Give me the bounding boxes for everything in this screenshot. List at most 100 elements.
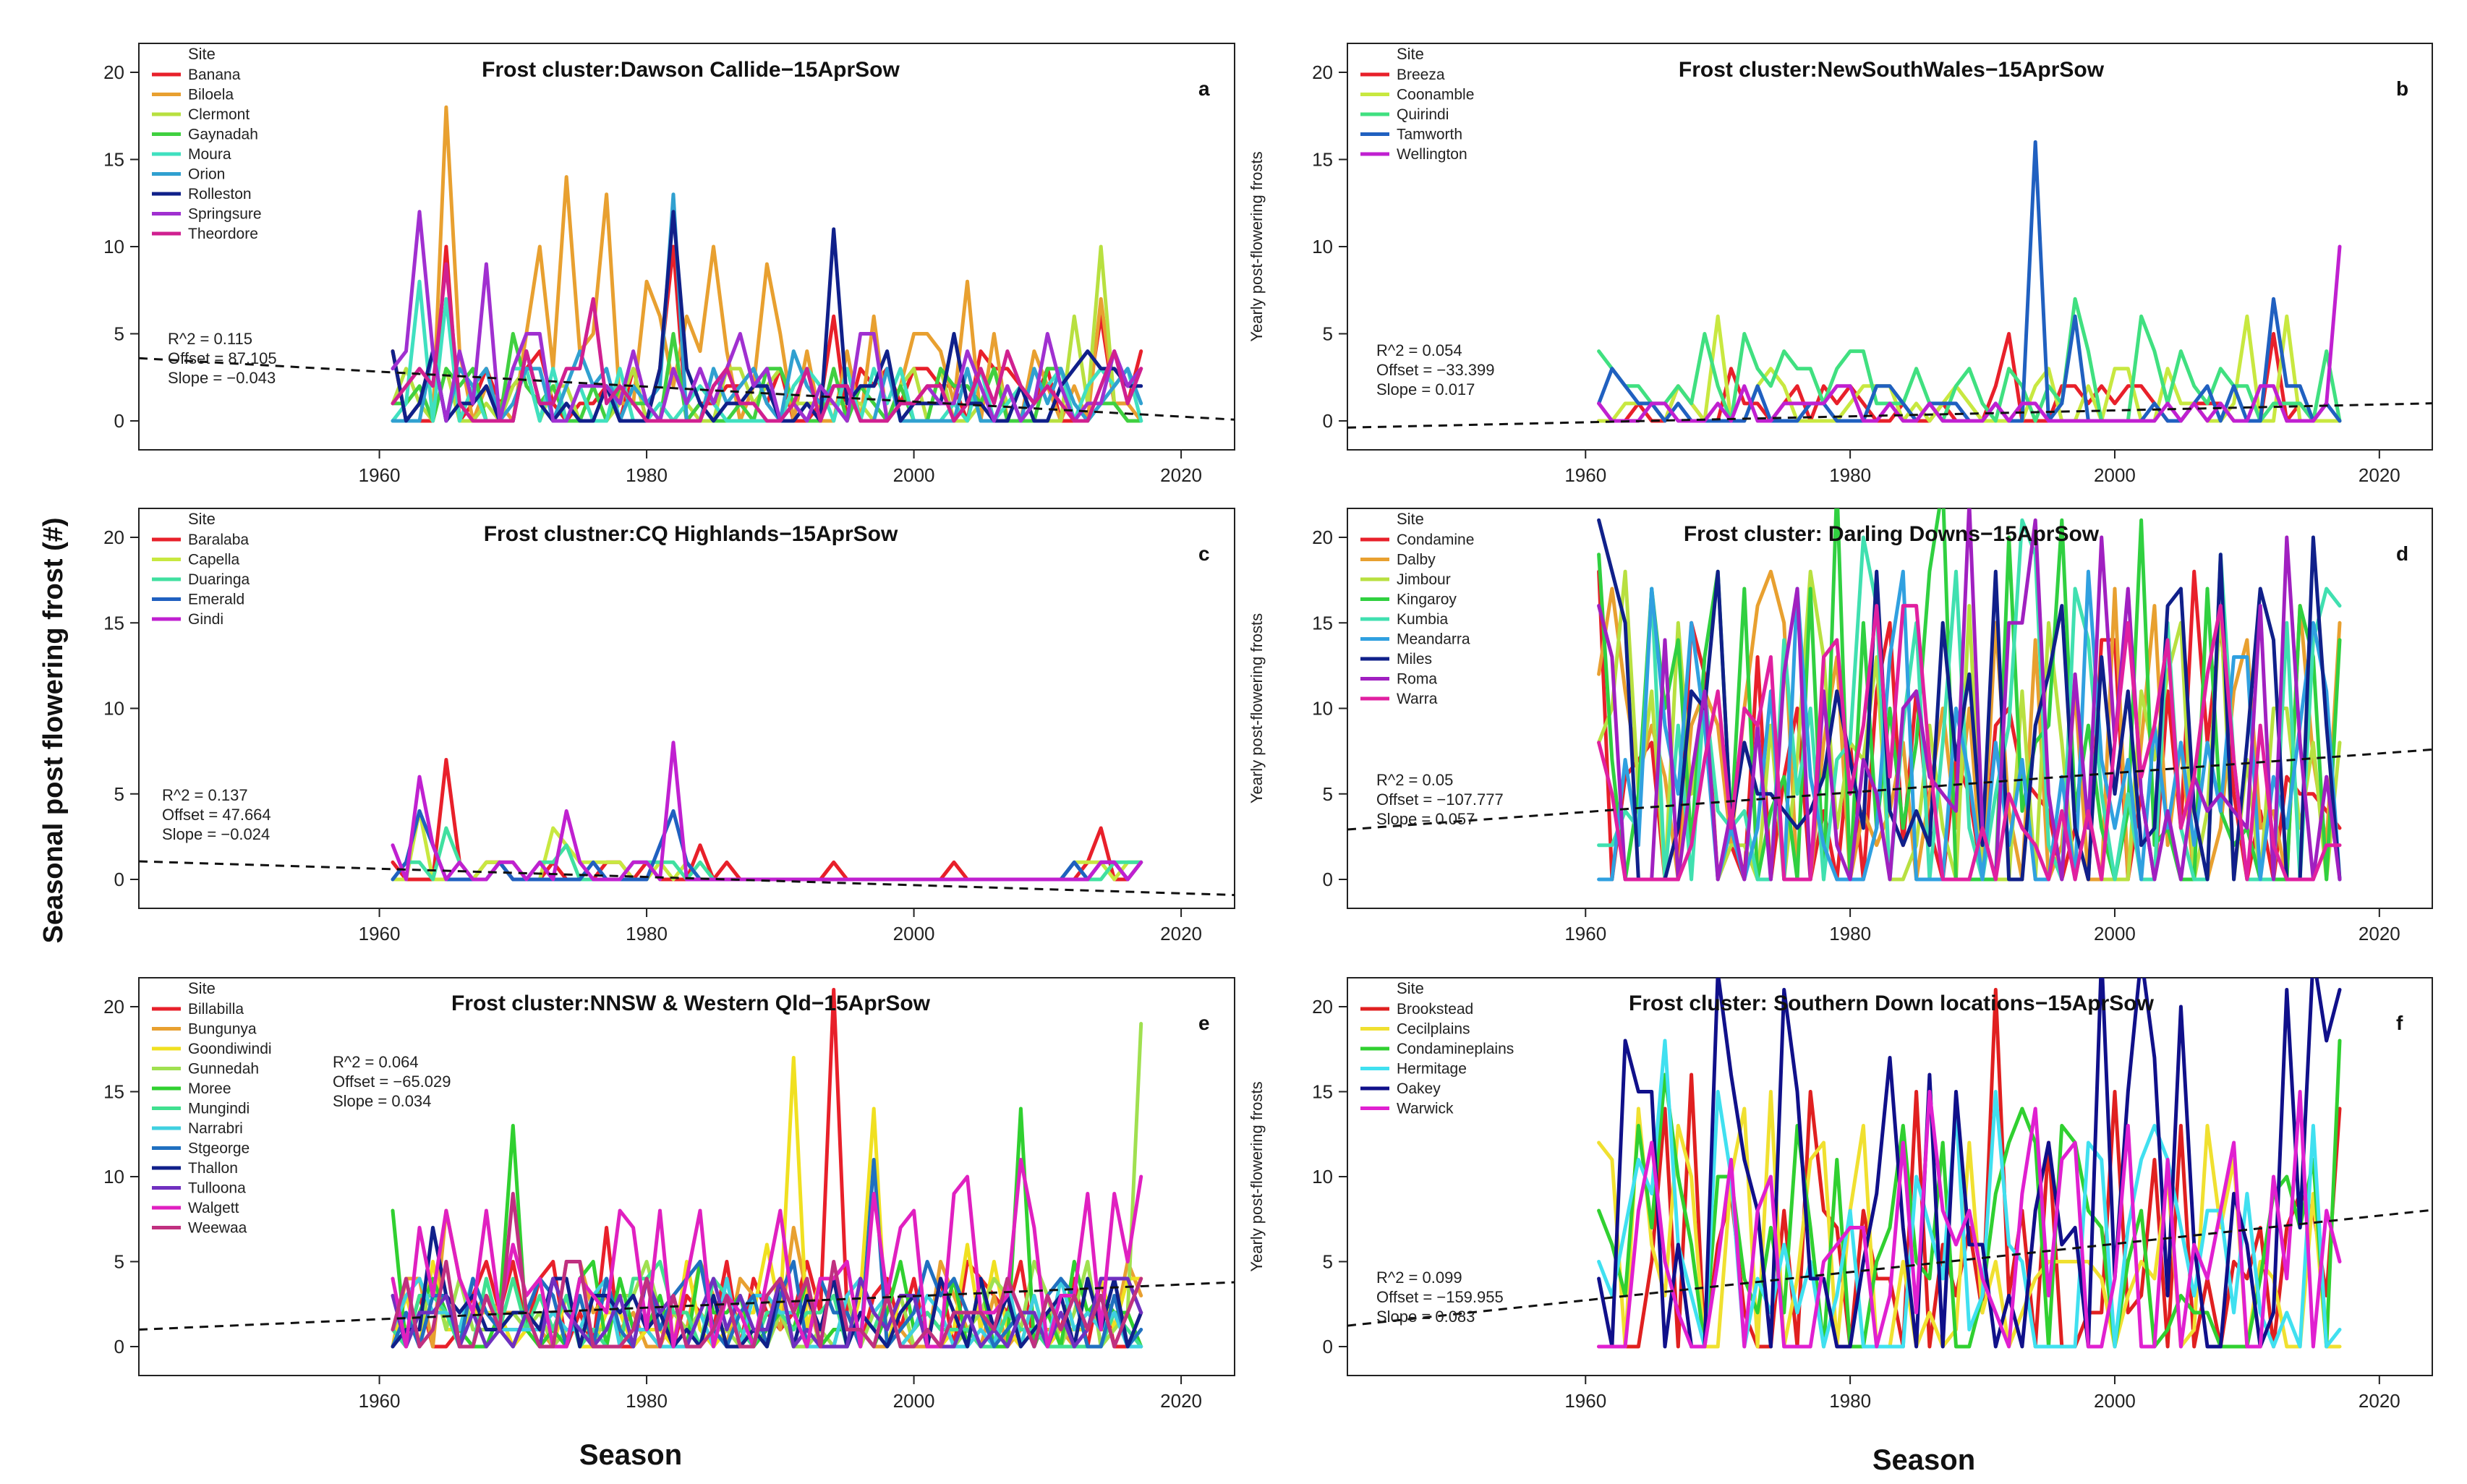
panel-e: 0 5 10 15 20 1960 1980 2000 2020 Frost cluster:NN… [103,977,1235,1412]
figure-x-label-right: Season [1872,1444,1975,1476]
series-line-tulloona [391,1276,1143,1349]
x-tick-label: 2000 [893,1390,935,1412]
legend-title: Site [1397,510,1424,528]
legend-entry: Warra [1397,691,1438,707]
stat-line: Slope = −0.024 [162,825,270,843]
series-group [391,988,1143,1349]
legend-entry: Roma [1397,671,1437,688]
series-line-hermitage [1597,1039,2342,1349]
panel-d: 0 5 10 15 20 1960 1980 2000 2020 Frost cluster: D… [1248,508,2433,944]
legend-entry: Baralaba [188,532,249,548]
series-line-springsure [391,210,1143,423]
series-group [1597,508,2342,882]
series-group [1597,140,2342,423]
x-tick-label: 2020 [1160,923,1202,944]
legend-title: Site [188,510,216,528]
stat-line: R^2 = 0.099 [1376,1268,1462,1287]
legend-entry: Kumbia [1397,611,1449,628]
legend-entry: Goondiwindi [188,1041,272,1057]
legend-entry: Quirindi [1397,106,1449,123]
legend: Site Baralaba Capella Duaringa Emerald Gindi [152,510,250,628]
y-tick-label: 0 [114,410,124,432]
panel-frame [138,508,1235,909]
legend-entry: Tulloona [188,1180,246,1197]
panel-title: Frost cluster:Dawson Callide−15AprSow [482,58,900,82]
x-tick-label: 2020 [2359,1390,2400,1412]
legend: Site Breeza Coonamble Quirindi Tamworth Welli… [1360,45,1474,163]
y-tick-label: 10 [103,236,124,257]
legend-entry: Dalby [1397,552,1436,568]
trend-line [1347,402,2432,429]
stat-line: Offset = −159.955 [1376,1288,1504,1306]
y-tick-label: 20 [103,526,124,548]
panel-y-label: Yearly post-flowering frosts [1248,613,1266,803]
x-tick-label: 2000 [2094,923,2136,944]
y-tick-label: 20 [103,996,124,1018]
x-tick-label: 1960 [359,1390,401,1412]
y-tick-label: 10 [103,698,124,720]
x-tick-label: 2020 [2359,464,2400,486]
y-tick-label: 10 [1312,698,1333,720]
y-tick-label: 15 [1312,149,1333,171]
y-tick-label: 20 [103,61,124,83]
x-tick-label: 1980 [626,464,668,486]
x-tick-label: 2020 [2359,923,2400,944]
legend-entry: Mungindi [188,1101,250,1117]
series-line-condamineplains [1597,1039,2342,1349]
panel-title: Frost cluster: Southern Down locations−1… [1629,992,2155,1015]
panel-b: 0 5 10 15 20 1960 1980 2000 2020 Frost cluster:Ne… [1248,43,2433,486]
y-tick-label: 20 [1312,526,1333,548]
legend-entry: Moura [188,146,231,163]
x-tick-label: 2020 [1160,464,1202,486]
series-group [391,741,1143,882]
y-tick-label: 5 [1323,783,1333,805]
panel-title: Frost clustner:CQ Highlands−15AprSow [484,522,898,546]
panel-letter: c [1198,542,1210,565]
series-line-miles [1597,518,2342,882]
panel-letter: e [1198,1012,1210,1034]
y-tick-label: 5 [114,323,124,345]
series-line-cecilplains [1597,1090,2342,1349]
y-tick-label: 15 [103,612,124,634]
legend-entry: Rolleston [188,186,252,202]
legend-entry: Orion [188,166,225,183]
panel-f: 0 5 10 15 20 1960 1980 2000 2020 Frost cluster: S… [1248,977,2433,1412]
legend: Site Brookstead Cecilplains Condamineplains… [1360,979,1514,1117]
stat-line: Slope = 0.057 [1376,810,1475,828]
legend-entry: Theordore [188,226,258,242]
legend-entry: Banana [188,67,241,83]
series-group [1597,978,2342,1349]
legend-entry: Clermont [188,106,250,123]
y-tick-label: 15 [1312,1081,1333,1103]
legend-entry: Stgeorge [188,1140,250,1157]
series-line-theordore [391,262,1143,423]
x-tick-label: 1960 [1564,923,1606,944]
y-tick-label: 0 [1323,869,1333,890]
legend-entry: Weewaa [188,1220,247,1237]
panel-y-label: Yearly post-flowering frosts [1248,151,1266,341]
legend-entry: Billabilla [188,1001,244,1018]
x-tick-label: 2000 [2094,1390,2136,1412]
trend-line [139,357,1235,421]
legend-entry: Biloela [188,87,234,103]
legend-entry: Jimbour [1397,571,1451,588]
legend: Site Condamine Dalby Jimbour Kingaroy Kumbia M… [1360,510,1474,707]
y-tick-label: 5 [1323,1251,1333,1273]
legend-entry: Walgett [188,1200,239,1216]
x-tick-label: 2020 [1160,1390,1202,1412]
legend-title: Site [1397,45,1424,63]
y-tick-label: 0 [114,869,124,890]
legend: Site Banana Biloela Clermont Gaynadah Moura Or… [152,45,262,242]
x-tick-label: 2000 [893,923,935,944]
y-tick-label: 0 [114,1336,124,1357]
legend-entry: Breeza [1397,67,1445,83]
legend-entry: Hermitage [1397,1061,1467,1078]
legend-entry: Tamworth [1397,127,1462,143]
series-line-goondiwindi [391,1056,1143,1349]
legend-entry: Miles [1397,651,1432,668]
y-tick-label: 10 [1312,236,1333,257]
trend-line [139,860,1235,897]
series-line-thallon [391,1226,1143,1349]
series-line-quirindi [1597,297,2342,423]
